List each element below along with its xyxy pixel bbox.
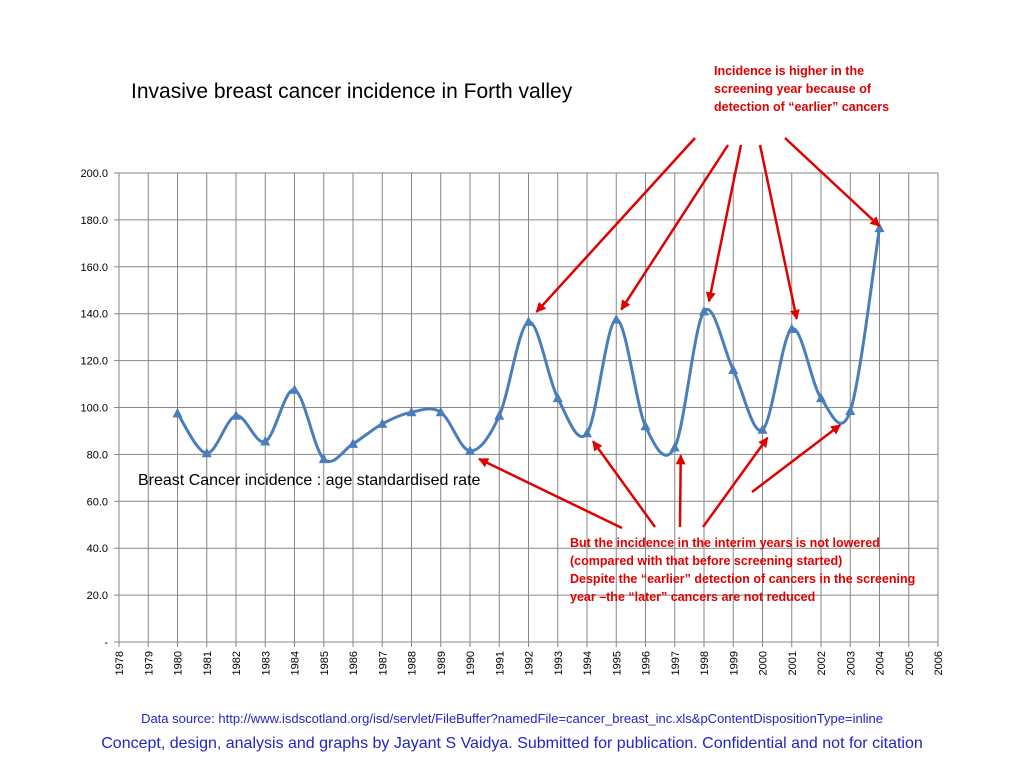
annotation-arrow-bottom	[701, 436, 769, 528]
x-tick-label: 1988	[407, 651, 419, 675]
x-tick-label: 1985	[319, 651, 331, 675]
x-tick-label: 1984	[290, 651, 302, 675]
data-point-marker	[494, 410, 505, 420]
data-point-marker	[289, 384, 300, 394]
data-point-marker	[552, 392, 563, 403]
x-tick-label: 1987	[377, 651, 389, 675]
x-tick-label: 1990	[465, 651, 477, 675]
y-tick-label: 40.0	[87, 543, 108, 555]
data-point-marker	[640, 420, 651, 431]
data-point-marker	[348, 438, 358, 448]
data-point-marker	[728, 364, 739, 374]
x-tick-label: 1991	[494, 651, 506, 675]
data-point-marker	[816, 392, 826, 403]
annotation-interim-line-2: Despite the “earlier” detection of cance…	[570, 572, 916, 604]
y-tick-label: 60.0	[87, 496, 108, 508]
series-label: Breast Cancer incidence : age standardis…	[138, 472, 481, 489]
data-point-marker	[669, 441, 680, 452]
y-tick-label: -	[104, 637, 108, 649]
annotation-arrow-top	[535, 137, 696, 313]
y-tick-label: 120.0	[80, 356, 108, 368]
data-point-marker	[699, 305, 709, 316]
x-tick-label: 2000	[758, 651, 770, 675]
x-tick-label: 1995	[611, 651, 623, 675]
annotation-screening-year: Incidence is higher in the screening yea…	[714, 64, 890, 114]
x-tick-label: 1983	[260, 651, 272, 675]
x-tick-label: 1996	[641, 651, 653, 675]
annotation-arrow-top	[758, 144, 800, 320]
y-tick-label: 100.0	[80, 403, 108, 415]
x-tick-label: 1992	[524, 651, 536, 675]
data-point-marker	[523, 316, 534, 326]
x-tick-label: 2003	[845, 651, 857, 675]
x-tick-label: 1997	[670, 651, 682, 675]
x-tick-label: 2006	[933, 651, 945, 675]
y-tick-label: 140.0	[80, 309, 108, 321]
x-tick-label: 1998	[699, 651, 711, 675]
x-tick-label: 2004	[875, 651, 887, 675]
y-tick-label: 200.0	[80, 168, 108, 180]
x-tick-label: 1989	[436, 651, 448, 675]
data-point-marker	[406, 406, 417, 417]
annotation-arrow-bottom	[675, 454, 686, 528]
data-point-marker	[582, 427, 592, 438]
x-tick-label: 1994	[582, 651, 594, 675]
x-tick-label: 2002	[816, 651, 828, 675]
x-tick-label: 1978	[114, 651, 126, 675]
data-point-marker	[435, 406, 446, 417]
x-tick-label: 2001	[787, 651, 799, 675]
data-point-marker	[260, 436, 271, 446]
data-point-marker	[611, 314, 622, 324]
x-tick-label: 1980	[173, 651, 185, 675]
data-point-marker	[874, 222, 885, 233]
annotation-arrow-bottom	[751, 424, 842, 493]
annotation-arrow-bottom	[591, 440, 657, 528]
data-point-marker	[231, 410, 241, 420]
annotation-arrow-top	[620, 144, 730, 311]
x-tick-label: 1986	[348, 651, 360, 675]
x-tick-label: 1999	[728, 651, 740, 675]
data-point-marker	[318, 453, 329, 464]
y-tick-label: 80.0	[87, 449, 108, 461]
chart-title: Invasive breast cancer incidence in Fort…	[131, 80, 573, 103]
x-tick-label: 1979	[143, 651, 155, 675]
y-tick-label: 160.0	[80, 262, 108, 274]
y-tick-label: 20.0	[87, 590, 108, 602]
annotation-arrow-top	[705, 144, 743, 303]
data-point-marker	[172, 407, 183, 418]
data-point-marker	[377, 418, 388, 428]
data-point-marker	[465, 445, 475, 455]
data-point-marker	[845, 405, 856, 416]
data-source-footer: Data source: http://www.isdscotland.org/…	[141, 711, 883, 726]
annotation-interim-years: But the incidence in the interim years i…	[570, 534, 920, 606]
data-point-marker	[201, 447, 212, 458]
data-point-marker	[786, 323, 797, 333]
x-tick-label: 2005	[904, 651, 916, 675]
annotation-arrow-top	[784, 137, 881, 228]
x-tick-label: 1981	[202, 651, 214, 675]
data-point-marker	[757, 424, 768, 434]
x-tick-label: 1993	[553, 651, 565, 675]
annotation-arrow-bottom	[478, 457, 623, 530]
annotation-interim-line-1: But the incidence in the interim years i…	[570, 536, 880, 568]
credit-footer: Concept, design, analysis and graphs by …	[101, 735, 923, 752]
x-tick-label: 1982	[231, 651, 243, 675]
y-tick-label: 180.0	[80, 215, 108, 227]
